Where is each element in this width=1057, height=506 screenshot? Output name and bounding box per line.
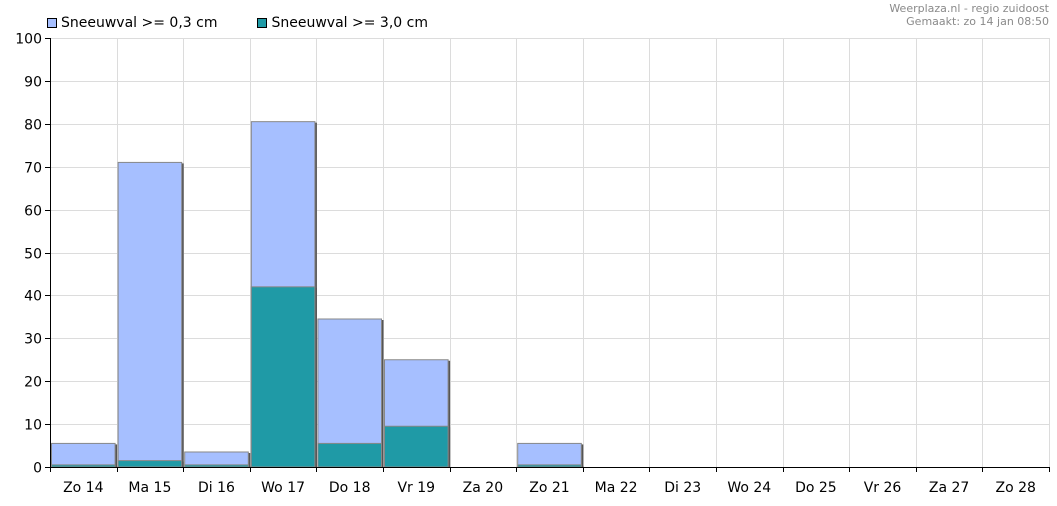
credits-timestamp: Gemaakt: zo 14 jan 08:50 — [906, 15, 1049, 28]
legend-swatch-series-2 — [257, 18, 268, 28]
bar-1 — [117, 161, 183, 468]
bar-2 — [51, 464, 116, 468]
legend-swatch-series-1 — [47, 18, 57, 28]
x-tick-label: Ma 22 — [595, 480, 638, 496]
x-tick-label: Zo 28 — [995, 480, 1035, 496]
x-tick-label: Vr 26 — [864, 480, 902, 496]
y-tick-label: 20 — [24, 375, 42, 391]
y-tick-label: 80 — [24, 118, 42, 134]
bar-1 — [317, 318, 382, 468]
x-tick-label: Do 18 — [329, 480, 371, 496]
legend-item-series-1: Sneeuwval >= 0,3 cm — [47, 15, 217, 31]
y-tick-label: 30 — [24, 332, 42, 348]
y-tick-label: 90 — [24, 75, 42, 91]
x-tick-label: Zo 21 — [529, 480, 569, 496]
bar-2 — [317, 442, 382, 468]
x-tick-label: Wo 17 — [261, 480, 305, 496]
legend-label-series-2: Sneeuwval >= 3,0 cm — [271, 15, 428, 31]
legend-label-series-1: Sneeuwval >= 0,3 cm — [61, 15, 218, 31]
y-tick-label: 50 — [24, 247, 42, 263]
x-tick-label: Do 25 — [795, 480, 837, 496]
y-tick-label: 70 — [24, 161, 42, 177]
bar-1 — [517, 442, 582, 468]
bar-2 — [250, 286, 316, 468]
bar-2 — [384, 425, 449, 468]
y-tick-label: 0 — [33, 461, 42, 477]
y-tick-label: 10 — [24, 418, 42, 434]
bar-2 — [517, 464, 582, 468]
credits-source: Weerplaza.nl - regio zuidoost — [889, 2, 1049, 15]
bar-2 — [184, 464, 249, 468]
y-tick-label: 100 — [15, 32, 42, 48]
bar-2 — [117, 460, 183, 468]
x-tick-label: Za 20 — [463, 480, 503, 496]
x-tick-label: Vr 19 — [397, 480, 435, 496]
chart-credits: Weerplaza.nl - regio zuidoost Gemaakt: z… — [889, 2, 1049, 28]
y-tick-label: 40 — [24, 289, 42, 305]
x-tick-label: Za 27 — [929, 480, 969, 496]
bar-1 — [51, 442, 116, 468]
x-tick-label: Zo 14 — [63, 480, 104, 496]
chart-legend: Sneeuwval >= 0,3 cm Sneeuwval >= 3,0 cm — [47, 15, 468, 31]
x-tick-label: Ma 15 — [128, 480, 171, 496]
x-tick-label: Di 16 — [198, 480, 235, 496]
legend-item-series-2: Sneeuwval >= 3,0 cm — [257, 15, 428, 31]
y-tick-label: 60 — [24, 204, 42, 220]
x-tick-label: Wo 24 — [727, 480, 771, 496]
x-tick-label: Di 23 — [664, 480, 701, 496]
